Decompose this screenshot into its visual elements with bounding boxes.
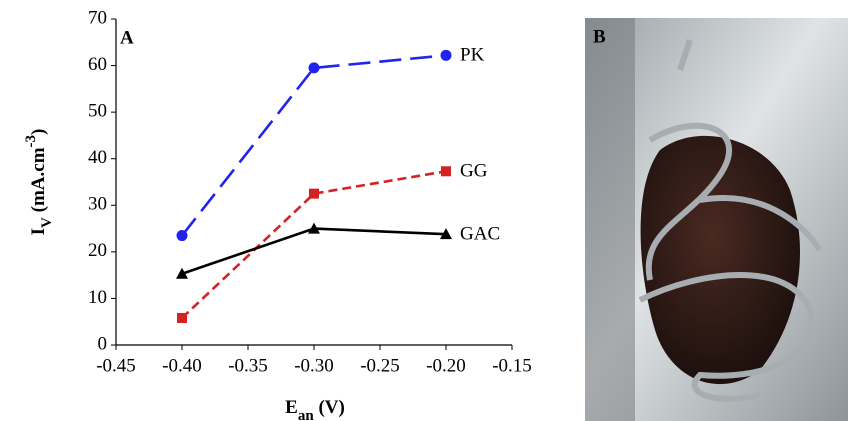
- x-tick-label: -0.30: [294, 355, 334, 376]
- y-axis-title-part: (mA.cm: [28, 147, 49, 217]
- series-label: PK: [460, 45, 485, 66]
- series-line: [181, 170, 447, 319]
- y-axis-title: IV (mA.cm-3): [23, 129, 55, 236]
- y-tick-label: 10: [88, 287, 107, 308]
- y-axis-title-part: V: [39, 217, 55, 228]
- marker: [176, 267, 188, 279]
- y-axis-title-part: ): [28, 129, 49, 135]
- series-label: GAC: [460, 224, 500, 245]
- marker: [309, 188, 319, 199]
- marker: [440, 228, 452, 240]
- x-tick-label: -0.40: [162, 355, 202, 376]
- y-axis-title-part: I: [28, 228, 49, 235]
- marker: [177, 312, 187, 323]
- y-tick-label: 60: [88, 54, 107, 75]
- series-label: GG: [460, 161, 488, 182]
- y-tick-label: 40: [88, 147, 107, 168]
- y-tick-label: 70: [88, 7, 107, 28]
- x-axis-title-part: an: [298, 408, 315, 421]
- panel-label: A: [120, 27, 134, 48]
- y-tick-label: 20: [88, 240, 107, 261]
- panel-label: B: [593, 26, 606, 47]
- series-line: [181, 227, 447, 275]
- marker: [308, 222, 320, 234]
- marker: [440, 49, 452, 61]
- series-line: [180, 54, 447, 237]
- x-axis-title: Ean (V): [285, 397, 345, 421]
- x-tick-label: -0.35: [228, 355, 268, 376]
- y-axis-title-part: -3: [23, 135, 39, 148]
- x-tick-label: -0.45: [96, 355, 136, 376]
- x-tick-label: -0.25: [360, 355, 400, 376]
- marker: [176, 230, 188, 242]
- y-tick-label: 30: [88, 194, 107, 215]
- x-tick-label: -0.20: [426, 355, 466, 376]
- x-tick-label: -0.15: [492, 355, 532, 376]
- photo: [585, 18, 848, 421]
- marker: [308, 62, 320, 74]
- y-tick-label: 50: [88, 101, 107, 122]
- x-axis-title-part: E: [285, 397, 298, 418]
- y-tick-label: 0: [98, 333, 108, 354]
- x-axis-title-part: (V): [314, 397, 345, 418]
- marker: [441, 166, 451, 177]
